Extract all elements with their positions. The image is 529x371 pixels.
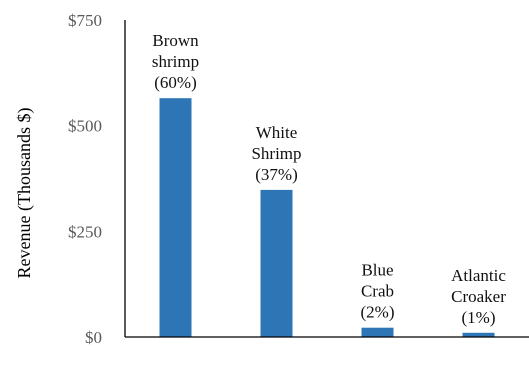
y-tick-label: $0 — [85, 328, 102, 347]
y-axis-title: Revenue (Thousands $) — [14, 108, 35, 279]
data-label: Croaker — [451, 287, 506, 306]
data-label: shrimp — [152, 52, 199, 71]
y-tick-label: $750 — [68, 11, 102, 30]
bar — [260, 189, 293, 337]
data-label: (1%) — [462, 308, 496, 327]
data-label: (37%) — [255, 165, 297, 184]
data-label: Shrimp — [251, 144, 301, 163]
data-label: (2%) — [361, 303, 395, 322]
data-label: Crab — [361, 282, 394, 301]
y-tick-labels: $0 $250 $500 $750 — [68, 11, 102, 347]
y-tick-label: $250 — [68, 222, 102, 241]
data-labels: Brown shrimp (60%) White Shrimp (37%) Blue Crab… — [152, 31, 506, 327]
y-tick-label: $500 — [68, 117, 102, 136]
bar — [361, 327, 394, 337]
data-label: Blue — [361, 261, 393, 280]
bar — [462, 332, 495, 337]
data-label: White — [256, 123, 298, 142]
data-label: Atlantic — [451, 266, 506, 285]
bars — [159, 98, 495, 338]
data-label: (60%) — [154, 73, 196, 92]
data-label: Brown — [152, 31, 199, 50]
bar — [159, 98, 192, 338]
